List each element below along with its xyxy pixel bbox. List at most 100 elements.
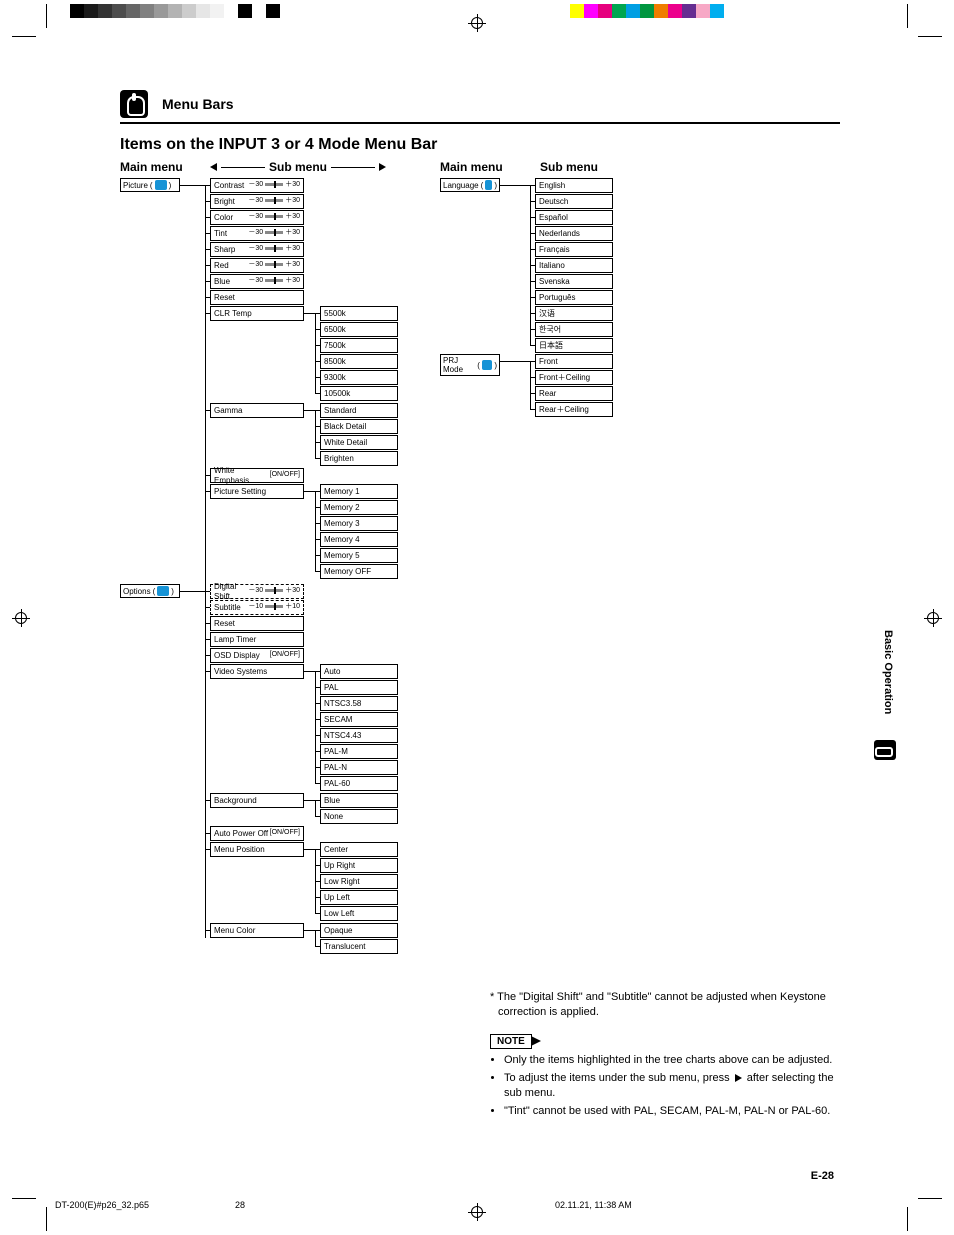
menu-item: Menu Position — [210, 842, 304, 857]
menu-item: Rear — [535, 386, 613, 401]
menu-item: Reset — [210, 290, 304, 305]
crop-mark — [907, 4, 908, 28]
heading-rule — [120, 122, 840, 124]
menu-item: Opaque — [320, 923, 398, 938]
menu-item: Translucent — [320, 939, 398, 954]
col-main-2: Main menu — [440, 160, 540, 174]
menu-item: Standard — [320, 403, 398, 418]
menu-item: Memory 5 — [320, 548, 398, 563]
menu-item: Menu Color — [210, 923, 304, 938]
note-arrow-icon — [531, 1036, 541, 1046]
menu-item: Front — [535, 354, 613, 369]
section-tab-icon — [874, 740, 896, 760]
crop-mark — [918, 1198, 942, 1199]
footer-filename: DT-200(E)#p26_32.p65 — [55, 1200, 235, 1210]
menu-item: Digital Shift－30＋30 — [210, 584, 304, 599]
menu-item: Contrast－30＋30 — [210, 178, 304, 193]
menu-item: Deutsch — [535, 194, 613, 209]
note-item: Only the items highlighted in the tree c… — [504, 1053, 840, 1068]
menu-item: Picture Setting — [210, 484, 304, 499]
menu-item: 8500k — [320, 354, 398, 369]
crop-mark — [918, 36, 942, 37]
section-tab: Basic Operation — [882, 630, 894, 714]
menu-item: Black Detail — [320, 419, 398, 434]
menu-item: Português — [535, 290, 613, 305]
footnotes: * The "Digital Shift" and "Subtitle" can… — [490, 990, 840, 1122]
menu-item: 汉语 — [535, 306, 613, 321]
menu-item: White Detail — [320, 435, 398, 450]
menu-item: Reset — [210, 616, 304, 631]
menu-item: NTSC4.43 — [320, 728, 398, 743]
col-sub-2: Sub menu — [540, 160, 640, 174]
note-list: Only the items highlighted in the tree c… — [504, 1053, 840, 1118]
menu-item: CLR Temp — [210, 306, 304, 321]
menu-item: Subtitle－10＋10 — [210, 600, 304, 615]
menu-item: English — [535, 178, 613, 193]
menu-item: Color－30＋30 — [210, 210, 304, 225]
menu-tree: Picture () Contrast－30＋30Bright－30＋30Colo… — [120, 178, 840, 1058]
play-icon — [735, 1074, 742, 1082]
menu-item: Memory 4 — [320, 532, 398, 547]
menu-item: None — [320, 809, 398, 824]
menu-item: Low Left — [320, 906, 398, 921]
menu-item: Sharp－30＋30 — [210, 242, 304, 257]
menu-item: Blue — [320, 793, 398, 808]
menu-item: Background — [210, 793, 304, 808]
page-content: Menu Bars Items on the INPUT 3 or 4 Mode… — [120, 90, 840, 1058]
note-item: To adjust the items under the sub menu, … — [504, 1071, 840, 1101]
crop-mark — [46, 1207, 47, 1231]
menu-item: PAL — [320, 680, 398, 695]
menu-item: White Emphasis[ON/OFF] — [210, 468, 304, 483]
menu-item: Español — [535, 210, 613, 225]
menu-item: Gamma — [210, 403, 304, 418]
menu-item: Bright－30＋30 — [210, 194, 304, 209]
menu-item: Low Right — [320, 874, 398, 889]
footer-page: 28 — [235, 1200, 555, 1210]
menu-item: Memory 2 — [320, 500, 398, 515]
main-menu-prjmode: PRJ Mode () — [440, 354, 500, 376]
registration-mark — [12, 609, 30, 627]
menu-item: 7500k — [320, 338, 398, 353]
menu-item: Nederlands — [535, 226, 613, 241]
menu-item: 5500k — [320, 306, 398, 321]
menu-item: PAL-N — [320, 760, 398, 775]
menu-item: PAL-M — [320, 744, 398, 759]
main-menu-picture: Picture () — [120, 178, 180, 192]
hand-icon — [120, 90, 148, 118]
color-bar — [570, 4, 724, 18]
menu-item: Italiano — [535, 258, 613, 273]
menu-item: Blue－30＋30 — [210, 274, 304, 289]
crop-mark — [907, 1207, 908, 1231]
menu-item: 한국어 — [535, 322, 613, 337]
main-menu-options: Options () — [120, 584, 180, 598]
menu-item: Up Left — [320, 890, 398, 905]
page-number: E-28 — [811, 1170, 834, 1182]
crop-mark — [12, 36, 36, 37]
menu-item: Memory 1 — [320, 484, 398, 499]
menu-item: SECAM — [320, 712, 398, 727]
footer: DT-200(E)#p26_32.p65 28 02.11.21, 11:38 … — [55, 1200, 900, 1210]
menu-item: Center — [320, 842, 398, 857]
menu-item: Front＋Ceiling — [535, 370, 613, 385]
section-heading: Menu Bars — [162, 96, 234, 112]
crop-mark — [12, 1198, 36, 1199]
menu-item: Red－30＋30 — [210, 258, 304, 273]
col-sub-1: Sub menu — [210, 160, 440, 174]
main-menu-language: Language () — [440, 178, 500, 192]
registration-mark — [468, 14, 486, 32]
note-item: "Tint" cannot be used with PAL, SECAM, P… — [504, 1104, 840, 1119]
footnote-star: * The "Digital Shift" and "Subtitle" can… — [490, 990, 840, 1020]
menu-item: NTSC3.58 — [320, 696, 398, 711]
registration-mark — [924, 609, 942, 627]
footer-timestamp: 02.11.21, 11:38 AM — [555, 1200, 900, 1210]
page-title: Items on the INPUT 3 or 4 Mode Menu Bar — [120, 136, 840, 154]
menu-item: Tint－30＋30 — [210, 226, 304, 241]
menu-item: OSD Display[ON/OFF] — [210, 648, 304, 663]
menu-item: Memory 3 — [320, 516, 398, 531]
menu-item: Rear＋Ceiling — [535, 402, 613, 417]
menu-item: 6500k — [320, 322, 398, 337]
menu-item: Auto — [320, 664, 398, 679]
greyscale-bar — [70, 4, 280, 18]
menu-item: Lamp Timer — [210, 632, 304, 647]
menu-item: Auto Power Off[ON/OFF] — [210, 826, 304, 841]
